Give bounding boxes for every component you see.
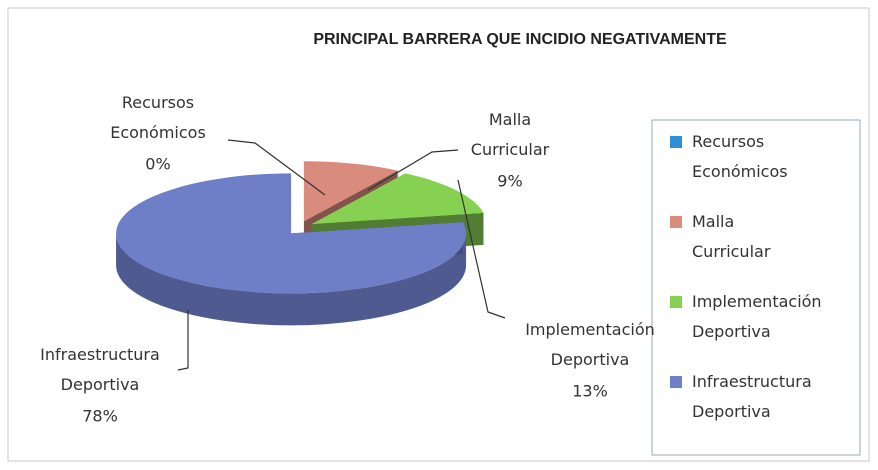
data-label: Implementación Deportiva bbox=[525, 320, 655, 369]
data-label: Recursos Económicos bbox=[110, 93, 206, 142]
legend-swatch bbox=[670, 296, 682, 308]
legend-label: Implementación Deportiva bbox=[692, 292, 822, 341]
leader-line bbox=[177, 310, 189, 371]
data-label: Infraestructura Deportiva bbox=[40, 345, 160, 394]
data-value-label: 9% bbox=[497, 172, 522, 191]
slice-side bbox=[116, 233, 467, 326]
leader-line bbox=[457, 179, 506, 319]
legend-box bbox=[651, 119, 861, 456]
legend-label: Malla Curricular bbox=[692, 212, 771, 261]
data-label: Malla Curricular bbox=[471, 110, 550, 159]
legend-swatch bbox=[670, 216, 682, 228]
chart-title: PRINCIPAL BARRERA QUE INCIDIO NEGATIVAME… bbox=[313, 31, 727, 48]
legend-swatch bbox=[670, 136, 682, 148]
leader-line bbox=[367, 149, 459, 191]
data-value-label: 0% bbox=[145, 155, 170, 174]
slice bbox=[303, 161, 398, 222]
data-value-label: 13% bbox=[572, 382, 608, 401]
leader-line bbox=[227, 139, 326, 196]
slice bbox=[311, 173, 484, 225]
legend-label: Infraestructura Deportiva bbox=[692, 372, 812, 421]
legend-label: Recursos Económicos bbox=[692, 132, 788, 181]
data-value-label: 78% bbox=[82, 407, 118, 426]
slice bbox=[116, 173, 467, 294]
legend-swatch bbox=[670, 376, 682, 388]
